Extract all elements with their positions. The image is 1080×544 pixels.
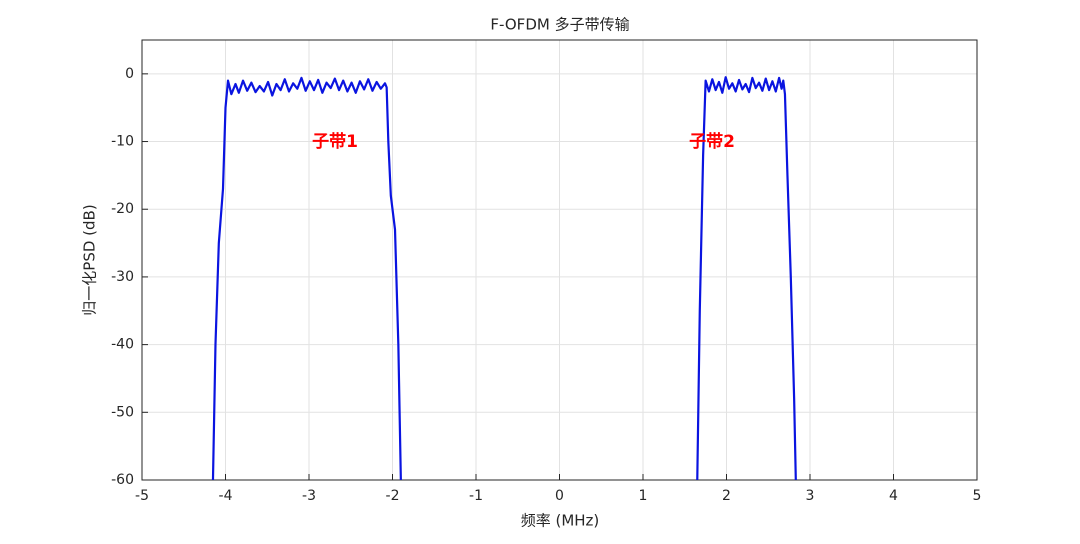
annotation: 子带2 — [689, 131, 735, 152]
x-tick-label: 3 — [806, 488, 815, 504]
x-tick-label: 0 — [555, 488, 564, 504]
x-tick-label: -3 — [302, 488, 316, 504]
chart-title: F-OFDM 多子带传输 — [490, 16, 629, 34]
x-axis-label: 频率 (MHz) — [521, 512, 600, 530]
y-tick-label: -50 — [111, 404, 134, 420]
y-tick-label: 0 — [125, 66, 134, 82]
x-tick-label: -2 — [386, 488, 400, 504]
y-tick-label: -40 — [111, 337, 134, 353]
x-tick-label: -4 — [219, 488, 233, 504]
y-tick-label: -30 — [111, 269, 134, 285]
x-tick-label: 1 — [639, 488, 648, 504]
line — [211, 76, 797, 481]
y-tick-label: -60 — [111, 472, 134, 488]
y-tick-label: -20 — [111, 201, 134, 217]
x-tick-label: -5 — [135, 488, 149, 504]
x-tick-label: 2 — [722, 488, 731, 504]
y-axis-label: 归一化PSD (dB) — [81, 204, 99, 315]
plot-frame — [141, 39, 978, 481]
annotation: 子带1 — [312, 131, 358, 152]
x-tick-label: 5 — [973, 488, 982, 504]
x-tick-label: 4 — [889, 488, 898, 504]
y-tick-label: -10 — [111, 134, 134, 150]
x-tick-label: -1 — [469, 488, 483, 504]
